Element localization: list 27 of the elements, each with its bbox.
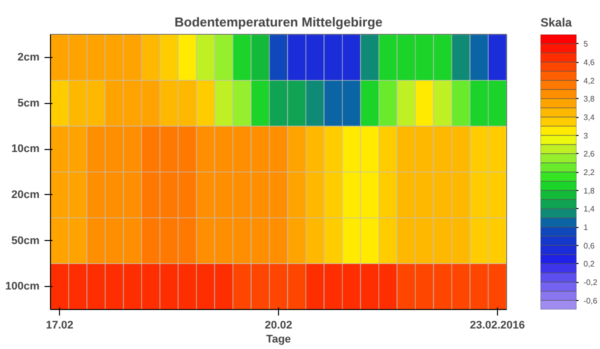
color-bar-label: 2,2: [584, 168, 596, 177]
color-bar-label: 3,8: [584, 94, 596, 104]
y-tick-label: 20cm: [11, 188, 40, 201]
color-bar-label: 4,2: [584, 76, 596, 86]
color-bar-title: Skala: [540, 16, 572, 30]
color-bar-label: 4,6: [584, 58, 596, 67]
x-tick-label: 20.02: [264, 320, 292, 332]
y-tick-label: 2cm: [17, 51, 40, 64]
y-tick-label: 5cm: [17, 97, 40, 110]
chart-title: Bodentemperaturen Mittelgebirge: [174, 14, 383, 30]
x-tick-label: 17.02: [46, 320, 74, 332]
color-bar-label: 0,2: [584, 260, 596, 269]
color-bar-label: -0,6: [584, 296, 598, 306]
y-tick-label: 50cm: [11, 234, 40, 247]
color-bar-label: 3: [584, 131, 588, 140]
color-bar-label: 1,4: [584, 204, 596, 214]
x-tick-label: 23.02.2016: [470, 320, 525, 332]
color-bar-label: 0,6: [584, 241, 596, 250]
y-tick-label: 10cm: [11, 143, 40, 156]
color-bar-label: 2,6: [584, 150, 596, 159]
color-bar-label: 5: [584, 40, 588, 49]
color-bar-label: 3,4: [584, 113, 596, 122]
color-bar-label: 1: [584, 223, 588, 232]
color-bar-label: -0,2: [584, 278, 598, 287]
x-axis-title: Tage: [266, 334, 291, 346]
y-tick-label: 100cm: [5, 280, 40, 293]
color-bar-label: 1,8: [584, 186, 596, 196]
